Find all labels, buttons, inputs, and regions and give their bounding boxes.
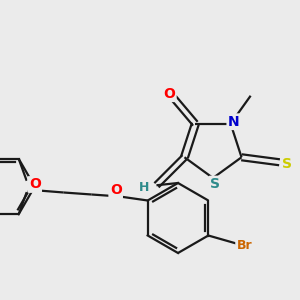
- Text: O: O: [29, 178, 40, 191]
- Text: N: N: [228, 115, 239, 129]
- Text: Br: Br: [236, 239, 252, 252]
- Text: H: H: [139, 181, 150, 194]
- Text: S: S: [281, 157, 292, 171]
- Text: O: O: [164, 87, 175, 101]
- Text: O: O: [110, 184, 122, 197]
- Text: S: S: [210, 177, 220, 191]
